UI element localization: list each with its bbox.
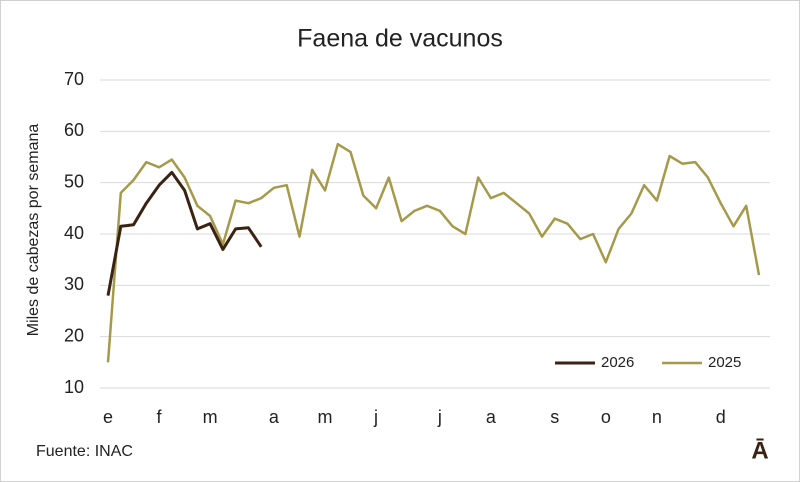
legend-label: 2025 — [708, 354, 741, 371]
x-tick-label: m — [318, 407, 333, 427]
source: Fuente: INAC — [36, 443, 133, 460]
logo: Ā — [751, 437, 768, 464]
x-tick-label: f — [157, 407, 163, 427]
y-tick-label: 10 — [64, 377, 84, 397]
chart-title: Faena de vacunos — [297, 25, 503, 53]
x-tick-label: n — [652, 407, 662, 427]
x-tick-label: a — [269, 407, 280, 427]
y-tick-label: 60 — [64, 120, 84, 140]
y-tick-label: 50 — [64, 171, 84, 191]
x-tick-label: o — [601, 407, 611, 427]
x-tick-label: e — [103, 407, 113, 427]
y-axis-label: Miles de cabezas por semana — [25, 124, 42, 337]
x-tick-label: d — [716, 407, 726, 427]
y-tick-label: 30 — [64, 274, 84, 294]
y-tick-label: 20 — [64, 325, 84, 345]
y-tick-label: 70 — [64, 69, 84, 89]
x-tick-label: m — [203, 407, 218, 427]
x-tick-label: s — [550, 407, 559, 427]
y-tick-label: 40 — [64, 223, 84, 243]
x-tick-label: j — [373, 407, 378, 427]
legend-label: 2026 — [601, 354, 634, 371]
x-tick-label: a — [486, 407, 497, 427]
series-line — [106, 170, 263, 296]
x-tick-label: j — [437, 407, 442, 427]
series-line — [106, 142, 761, 363]
